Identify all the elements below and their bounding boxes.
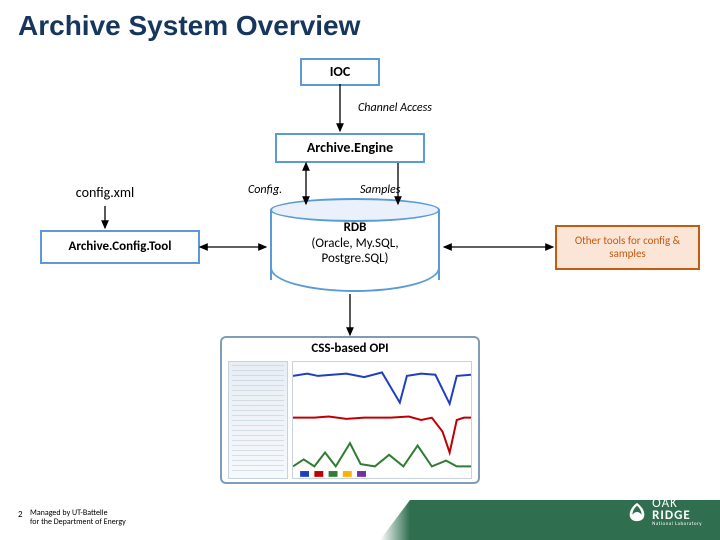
node-archive-engine: Archive.Engine: [275, 133, 425, 163]
rdb-label-3: Postgre.SQL): [270, 251, 440, 267]
rdb-label-2: (Oracle, My.SQL,: [270, 236, 440, 252]
edge-label: Channel Access: [358, 101, 432, 115]
footer-line2: for the Department of Energy: [30, 518, 126, 526]
opi-title: CSS-based OPI: [222, 338, 478, 361]
node-ioc: IOC: [300, 58, 380, 86]
edge-label: Samples: [360, 183, 400, 197]
node-archive-config-tool: Archive.Config.Tool: [40, 230, 200, 264]
leaf-icon: [626, 501, 648, 523]
rdb-label-1: RDB: [270, 220, 440, 236]
node-config-xml: config.xml: [55, 180, 155, 206]
node-other-tools: Other tools for config & samples: [555, 225, 700, 270]
logo-sub: RIDGE: [652, 510, 702, 522]
node-rdb-cylinder: RDB (Oracle, My.SQL, Postgre.SQL): [270, 200, 440, 290]
opi-side-panel: [228, 361, 288, 479]
page-title: Archive System Overview: [18, 10, 360, 42]
logo-tag: National Laboratory: [652, 522, 702, 527]
footer-managed-by: Managed by UT-Battelle for the Departmen…: [30, 509, 126, 526]
opi-chart: [292, 361, 472, 479]
oak-ridge-logo: OAK RIDGE National Laboratory: [626, 498, 702, 526]
node-css-opi: CSS-based OPI: [220, 336, 480, 484]
footer-page-number: 2: [18, 509, 23, 520]
edge-label: Config.: [248, 183, 282, 197]
